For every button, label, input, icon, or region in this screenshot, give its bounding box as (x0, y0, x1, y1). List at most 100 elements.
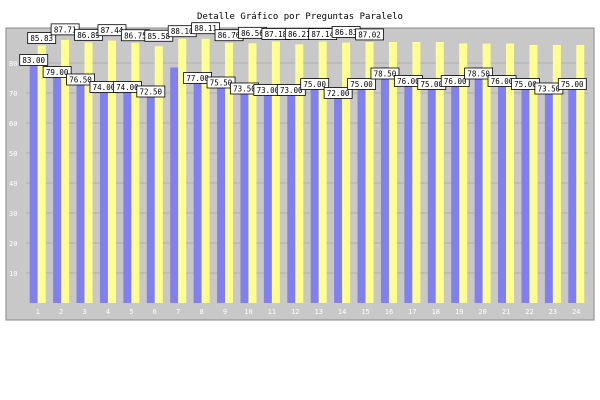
data-label-box (323, 87, 353, 99)
bar-series-2 (435, 42, 444, 303)
x-tick-label: 16 (385, 308, 393, 316)
data-label-box (355, 28, 384, 41)
bar-series-2 (225, 42, 234, 303)
bar-series-2 (412, 42, 421, 303)
bar-series-2 (506, 43, 515, 303)
bar-series-2 (459, 43, 468, 303)
bar-series-2 (388, 42, 397, 303)
bar-series-2 (342, 42, 351, 303)
chart-title: Detalle Gráfico por Preguntas Paralelo (197, 12, 403, 22)
bar-series-2 (365, 41, 374, 303)
x-tick-label: 23 (549, 308, 557, 316)
data-label: 86.76 (218, 31, 241, 40)
data-label-box (276, 84, 306, 96)
bar-series-1 (521, 78, 530, 303)
x-tick-label: 19 (455, 308, 463, 316)
data-label: 88.11 (194, 24, 217, 33)
data-label: 75.00 (421, 80, 444, 89)
data-label: 72.50 (140, 88, 163, 97)
data-label: 83.00 (22, 56, 45, 65)
bar-series-1 (380, 67, 389, 303)
data-label-box (557, 78, 587, 90)
data-label-box (66, 73, 95, 86)
bar-series-1 (123, 81, 132, 303)
data-label: 78.50 (467, 70, 490, 79)
data-label: 87.14 (311, 30, 334, 39)
bar-series-2 (529, 45, 538, 303)
bar-series-1 (404, 75, 413, 303)
x-tick-label: 2 (59, 308, 63, 316)
bar-series-2 (61, 39, 70, 304)
data-label: 74.00 (93, 83, 116, 92)
x-tick-label: 9 (223, 308, 227, 316)
bar-series-2 (552, 45, 561, 303)
bar-series-2 (154, 46, 163, 303)
data-label: 73.00 (257, 86, 280, 95)
data-label-box (136, 85, 166, 98)
data-label-box (191, 22, 221, 35)
bar-series-1 (146, 85, 155, 303)
x-tick-label: 12 (291, 308, 299, 316)
x-tick-label: 18 (432, 308, 440, 316)
data-label: 74.00 (116, 83, 139, 92)
bars (29, 38, 585, 304)
x-tick-label: 17 (408, 308, 416, 316)
data-label: 87.44 (101, 26, 124, 35)
bar-series-1 (451, 75, 460, 303)
x-tick-label: 10 (244, 308, 252, 316)
data-label-box (42, 66, 72, 78)
x-tick-label: 5 (129, 308, 133, 316)
data-label-box (440, 75, 470, 87)
data-label: 86.89 (77, 31, 100, 40)
x-tick-label: 3 (82, 308, 86, 316)
bar-series-2 (482, 43, 491, 303)
data-label: 76.00 (444, 77, 467, 86)
y-tick-label: 20 (9, 240, 17, 248)
x-tick-label: 8 (200, 308, 204, 316)
bar-series-2 (318, 41, 327, 304)
bar-series-2 (84, 42, 93, 304)
x-tick-label: 1 (36, 308, 40, 316)
bar-series-1 (170, 67, 179, 303)
data-label: 76.00 (491, 77, 514, 86)
data-label: 85.83 (30, 34, 53, 43)
x-tick-label: 15 (361, 308, 369, 316)
bar-series-1 (53, 66, 62, 303)
data-label: 75.00 (303, 80, 326, 89)
data-label: 73.00 (280, 86, 303, 95)
bar-series-2 (201, 38, 210, 303)
data-label: 75.00 (350, 80, 373, 89)
bar-series-2 (107, 40, 116, 304)
data-label: 87.71 (54, 25, 77, 34)
data-label-box (300, 78, 330, 90)
bar-series-1 (357, 78, 366, 303)
y-tick-label: 10 (9, 270, 17, 278)
data-label-box (370, 67, 400, 80)
x-tick-label: 21 (502, 308, 510, 316)
gridlines (26, 62, 588, 274)
bar-series-2 (131, 42, 140, 303)
bar-series-1 (498, 75, 507, 303)
data-label: 87.02 (358, 30, 381, 39)
x-tick-label: 24 (572, 308, 580, 316)
bar-series-1 (310, 78, 319, 303)
x-tick-label: 20 (478, 308, 486, 316)
data-label-box (27, 32, 57, 44)
data-label: 76.50 (69, 76, 92, 85)
data-label-box (206, 76, 236, 89)
data-label: 78.50 (374, 70, 397, 79)
data-label-box (347, 78, 376, 90)
y-tick-label: 40 (9, 180, 17, 188)
y-tick-label: 50 (9, 150, 17, 158)
bar-series-2 (295, 44, 304, 304)
x-tick-label: 14 (338, 308, 346, 316)
bar-series-1 (544, 82, 553, 303)
bar-series-1 (99, 81, 108, 303)
y-tick-label: 60 (9, 120, 17, 128)
bar-series-1 (427, 78, 436, 303)
bar-series-1 (29, 54, 38, 303)
data-label: 79.00 (46, 68, 69, 77)
